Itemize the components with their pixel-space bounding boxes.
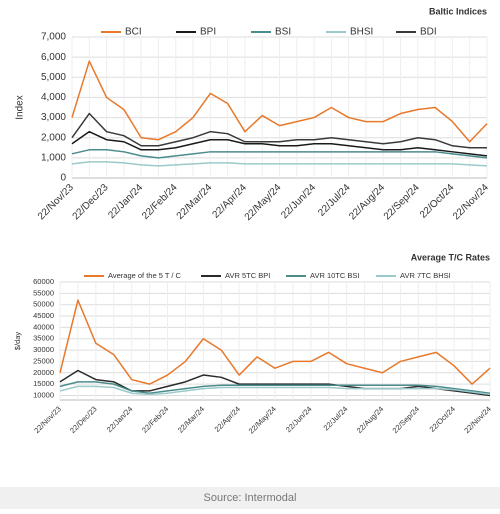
- y-tick-label: 6,000: [41, 52, 66, 63]
- source: Source: Intermodal: [204, 492, 297, 504]
- series-line: [59, 381, 491, 394]
- y-tick-label: 1,000: [41, 152, 66, 163]
- legend-label: BPI: [200, 27, 216, 38]
- legend-label: AVR 5TC BPI: [225, 271, 270, 280]
- x-tick-label: 22/Dec/23: [68, 404, 99, 435]
- x-tick-label: 22/Dec/23: [71, 182, 111, 222]
- legend-label: Average of the 5 T / C: [108, 271, 182, 280]
- x-tick-label: 22/Sep/24: [391, 404, 422, 435]
- series-line: [59, 385, 491, 396]
- y-tick-label: 55000: [33, 288, 54, 297]
- x-tick-label: 22/Nov/24: [451, 182, 491, 222]
- y-tick-label: 45000: [33, 311, 54, 320]
- y-tick-label: 40000: [33, 322, 54, 331]
- legend-label: AVR 7TC BHSI: [400, 271, 451, 280]
- x-tick-label: 22/Aug/24: [347, 182, 387, 222]
- chart-title: Average T/C Rates: [411, 252, 490, 262]
- y-tick-label: 50000: [33, 300, 54, 309]
- x-tick-label: 22/Sep/24: [382, 182, 422, 222]
- x-tick-label: 22/Jan/24: [106, 182, 145, 221]
- y-tick-label: 20000: [33, 368, 54, 377]
- x-tick-label: 22/Mar/24: [176, 404, 206, 434]
- x-tick-label: 22/May/24: [247, 404, 278, 435]
- x-tick-label: 22/Apr/24: [213, 404, 242, 433]
- series-line: [71, 130, 488, 157]
- x-tick-label: 22/Feb/24: [140, 182, 180, 222]
- legend-label: BDI: [420, 27, 437, 38]
- x-tick-label: 22/Jun/24: [279, 182, 318, 221]
- series-line: [71, 161, 488, 167]
- legend-label: AVR 10TC BSI: [310, 271, 359, 280]
- x-tick-label: 22/Jun/24: [284, 404, 314, 434]
- x-tick-label: 22/Jan/24: [105, 404, 135, 434]
- legend-label: BSI: [275, 27, 291, 38]
- series-line: [71, 112, 487, 149]
- y-tick-label: 4,000: [41, 92, 66, 103]
- footer-band: [0, 487, 500, 509]
- y-axis-label: $/day: [13, 332, 22, 351]
- x-tick-label: 22/Mar/24: [175, 182, 215, 222]
- x-tick-label: 22/Nov/24: [462, 404, 493, 435]
- y-tick-label: 10000: [33, 390, 54, 399]
- x-tick-label: 22/Feb/24: [140, 404, 170, 434]
- y-tick-label: 25000: [33, 356, 54, 365]
- legend-label: BCI: [125, 27, 142, 38]
- x-tick-label: 22/Nov/23: [36, 182, 76, 222]
- chart-title: Baltic Indices: [429, 6, 487, 16]
- y-tick-label: 15000: [33, 379, 54, 388]
- series-line: [71, 60, 488, 143]
- x-tick-label: 22/Aug/24: [355, 404, 386, 435]
- y-axis-label: Index: [15, 95, 26, 119]
- legend-label: BHSI: [350, 27, 373, 38]
- series-line: [71, 149, 488, 159]
- x-tick-label: 22/Oct/24: [428, 404, 457, 433]
- y-tick-label: 0: [60, 173, 66, 184]
- y-tick-label: 30000: [33, 345, 54, 354]
- x-tick-label: 22/Nov/23: [32, 404, 63, 435]
- series-line: [59, 299, 491, 385]
- x-tick-label: 22/May/24: [243, 182, 284, 223]
- y-tick-label: 2,000: [41, 132, 66, 143]
- x-tick-label: 22/Jul/24: [322, 404, 350, 432]
- y-tick-label: 60000: [33, 277, 54, 286]
- y-tick-label: 35000: [33, 334, 54, 343]
- y-tick-label: 5,000: [41, 72, 66, 83]
- y-tick-label: 7,000: [41, 32, 66, 43]
- y-tick-label: 3,000: [41, 112, 66, 123]
